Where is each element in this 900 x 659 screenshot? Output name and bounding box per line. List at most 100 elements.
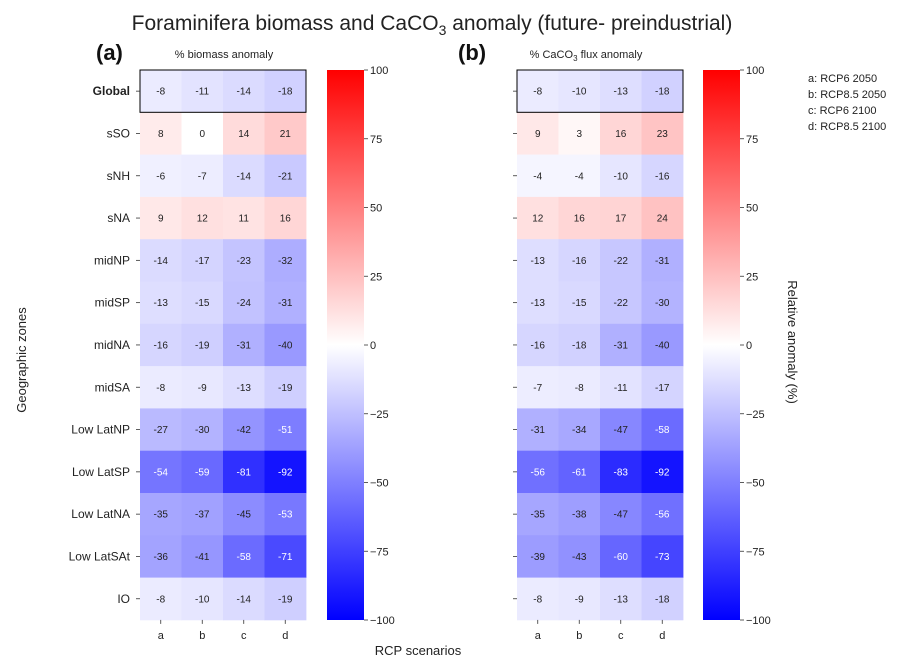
cell-value-label: 14 bbox=[238, 129, 250, 140]
cell-value-label: -59 bbox=[195, 467, 210, 478]
cell-value-label: -17 bbox=[655, 383, 670, 394]
heatmap-cell bbox=[181, 154, 224, 198]
colorbar-tick-label: 25 bbox=[746, 271, 758, 283]
heatmap-cell bbox=[140, 450, 182, 494]
cell-value-label: -19 bbox=[278, 594, 293, 605]
heatmap-panel-a: -8 -11 -14 -18 8 0 14 21 -6 -7 -14 -21 9 12 11 16 -14 -17… bbox=[69, 65, 395, 642]
column-label: b bbox=[576, 630, 582, 642]
heatmap-cell bbox=[264, 112, 307, 155]
heatmap-cell bbox=[181, 70, 224, 113]
row-label: midNP bbox=[94, 253, 130, 267]
cell-value-label: -60 bbox=[614, 552, 629, 563]
heatmap-cell bbox=[264, 196, 307, 240]
column-label: a bbox=[535, 630, 542, 642]
heatmap-cell bbox=[223, 281, 265, 325]
cell-value-label: -16 bbox=[655, 171, 670, 182]
cell-value-label: -83 bbox=[614, 467, 629, 478]
colorbar-tick-label: 25 bbox=[370, 271, 382, 283]
colorbar bbox=[327, 70, 364, 620]
heatmap-cell bbox=[140, 577, 182, 621]
heatmap-cell bbox=[600, 450, 642, 494]
heatmap-cell bbox=[600, 70, 642, 113]
cell-value-label: -10 bbox=[614, 171, 629, 182]
cell-value-label: 12 bbox=[532, 214, 544, 225]
heatmap-cell bbox=[558, 408, 601, 452]
heatmap-cell bbox=[641, 493, 684, 536]
cell-value-label: -9 bbox=[575, 594, 584, 605]
cell-value-label: -8 bbox=[533, 594, 542, 605]
cell-value-label: -11 bbox=[614, 383, 628, 394]
cell-value-label: -7 bbox=[198, 171, 207, 182]
heatmap-cell bbox=[641, 366, 684, 409]
cell-value-label: -40 bbox=[278, 340, 293, 351]
heatmap-cell bbox=[223, 196, 265, 240]
heatmap-cell bbox=[264, 154, 307, 198]
heatmap-cell bbox=[600, 281, 642, 325]
cell-value-label: -16 bbox=[572, 256, 587, 267]
heatmap-cell bbox=[517, 408, 559, 452]
cell-value-label: -18 bbox=[655, 594, 670, 605]
colorbar-tick-label: −25 bbox=[746, 409, 765, 421]
cell-value-label: -8 bbox=[156, 594, 165, 605]
cell-value-label: 24 bbox=[657, 214, 669, 225]
cell-value-label: -21 bbox=[278, 171, 293, 182]
heatmap-cell bbox=[264, 239, 307, 282]
heatmap-cell bbox=[641, 239, 684, 282]
heatmap-cell bbox=[140, 366, 182, 409]
heatmap-cell bbox=[181, 535, 224, 578]
heatmap-cell bbox=[140, 154, 182, 198]
cell-value-label: -36 bbox=[154, 552, 169, 563]
colorbar-tick-label: 100 bbox=[746, 65, 764, 77]
heatmap-cell bbox=[181, 493, 224, 536]
heatmap-panel-b: -8 -10 -13 -18 9 3 16 23 -4 -4 -10 -16 12 16 17 24 -13 -1… bbox=[513, 65, 771, 642]
colorbar-label: Relative anomaly (%) bbox=[785, 280, 800, 404]
heatmap-cell bbox=[181, 577, 224, 621]
legend-entry: b: RCP8.5 2050 bbox=[808, 89, 886, 101]
heatmap-cell bbox=[264, 366, 307, 409]
cell-value-label: -71 bbox=[278, 552, 293, 563]
cell-value-label: -56 bbox=[655, 510, 670, 521]
heatmap-cell bbox=[223, 535, 265, 578]
cell-value-label: -32 bbox=[278, 256, 293, 267]
heatmap-cell bbox=[223, 577, 265, 621]
heatmap-cell bbox=[264, 408, 307, 452]
cell-value-label: -8 bbox=[533, 87, 542, 98]
cell-value-label: 21 bbox=[280, 129, 292, 140]
legend-entry: d: RCP8.5 2100 bbox=[808, 121, 886, 133]
cell-value-label: 9 bbox=[535, 129, 541, 140]
heatmap-cell bbox=[558, 196, 601, 240]
heatmap-cell bbox=[641, 408, 684, 452]
heatmap-cell bbox=[264, 535, 307, 578]
heatmap-cell bbox=[140, 323, 182, 367]
heatmap-cell bbox=[517, 450, 559, 494]
cell-value-label: -34 bbox=[572, 425, 587, 436]
column-label: c bbox=[618, 630, 624, 642]
row-label: sNA bbox=[107, 211, 130, 225]
cell-value-label: -56 bbox=[531, 467, 546, 478]
row-label: sSO bbox=[107, 126, 130, 140]
cell-value-label: -4 bbox=[533, 171, 542, 182]
scenario-legend: a: RCP6 2050 b: RCP8.5 2050 c: RCP6 2100 d:… bbox=[808, 73, 886, 133]
cell-value-label: -42 bbox=[237, 425, 252, 436]
heatmap-cell bbox=[140, 281, 182, 325]
heatmap-cell bbox=[517, 323, 559, 367]
colorbar-tick-label: 75 bbox=[746, 134, 758, 146]
cell-value-label: -14 bbox=[237, 594, 252, 605]
row-label: IO bbox=[117, 592, 130, 606]
cell-value-label: -18 bbox=[572, 340, 587, 351]
cell-value-label: -35 bbox=[154, 510, 169, 521]
heatmap-cell bbox=[558, 493, 601, 536]
colorbar bbox=[703, 70, 740, 620]
cell-value-label: -24 bbox=[237, 298, 252, 309]
cell-value-label: 12 bbox=[197, 214, 209, 225]
cell-value-label: -11 bbox=[195, 87, 209, 98]
legend-entry: a: RCP6 2050 bbox=[808, 73, 877, 85]
cell-value-label: 3 bbox=[576, 129, 582, 140]
heatmap-cell bbox=[517, 239, 559, 282]
cell-value-label: -4 bbox=[575, 171, 584, 182]
cell-value-label: 16 bbox=[615, 129, 627, 140]
cell-value-label: 8 bbox=[158, 129, 164, 140]
cell-value-label: -22 bbox=[614, 256, 629, 267]
heatmap-cell bbox=[223, 112, 265, 155]
